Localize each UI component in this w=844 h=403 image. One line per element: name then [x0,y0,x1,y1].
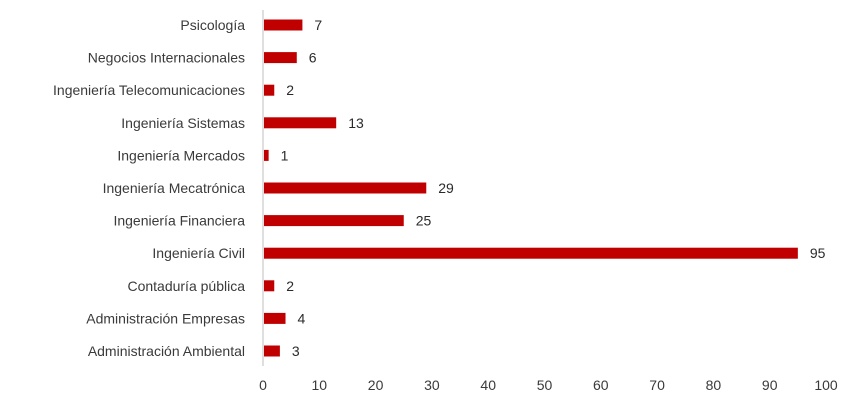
category-label: Ingeniería Financiera [113,213,245,229]
bar [264,345,280,357]
x-tick-label: 60 [593,377,609,393]
value-label: 13 [348,115,364,131]
x-tick-label: 50 [537,377,553,393]
bar [264,19,303,31]
category-label: Psicología [180,17,245,33]
x-tick-label: 40 [480,377,496,393]
bar [264,117,337,129]
bar [264,182,427,194]
x-tick-label: 10 [312,377,328,393]
bar [264,149,269,161]
category-label: Ingeniería Mecatrónica [103,180,246,196]
category-label: Contaduría pública [127,278,245,294]
category-label: Negocios Internacionales [88,50,245,66]
bar [264,215,404,227]
x-tick-label: 100 [814,377,838,393]
category-label: Administración Empresas [86,310,245,326]
category-label: Administración Ambiental [88,343,245,359]
bar [264,247,798,259]
value-label: 4 [298,310,306,326]
x-tick-label: 0 [259,377,267,393]
category-label: Ingeniería Civil [152,245,245,261]
value-label: 2 [286,82,294,98]
value-label: 6 [309,50,317,66]
value-label: 25 [416,213,432,229]
x-tick-label: 70 [649,377,665,393]
value-label: 1 [281,147,289,163]
x-tick-label: 80 [706,377,722,393]
value-label: 95 [810,245,826,261]
category-label: Ingeniería Mercados [117,147,245,163]
bar [264,52,297,64]
x-tick-label: 20 [368,377,384,393]
value-label: 3 [292,343,300,359]
category-label: Ingeniería Telecomunicaciones [53,82,245,98]
x-axis-ticks: 0 10 20 30 40 50 60 70 80 90 100 [259,377,838,393]
bars [264,19,798,357]
value-label: 29 [438,180,454,196]
x-tick-label: 30 [424,377,440,393]
value-label: 2 [286,278,294,294]
category-label: Ingeniería Sistemas [121,115,245,131]
bar [264,84,275,96]
x-tick-label: 90 [762,377,778,393]
bar [264,312,286,324]
bar [264,280,275,292]
category-labels: Psicología Negocios Internacionales Ingeni… [53,17,245,359]
value-label: 7 [314,17,322,33]
